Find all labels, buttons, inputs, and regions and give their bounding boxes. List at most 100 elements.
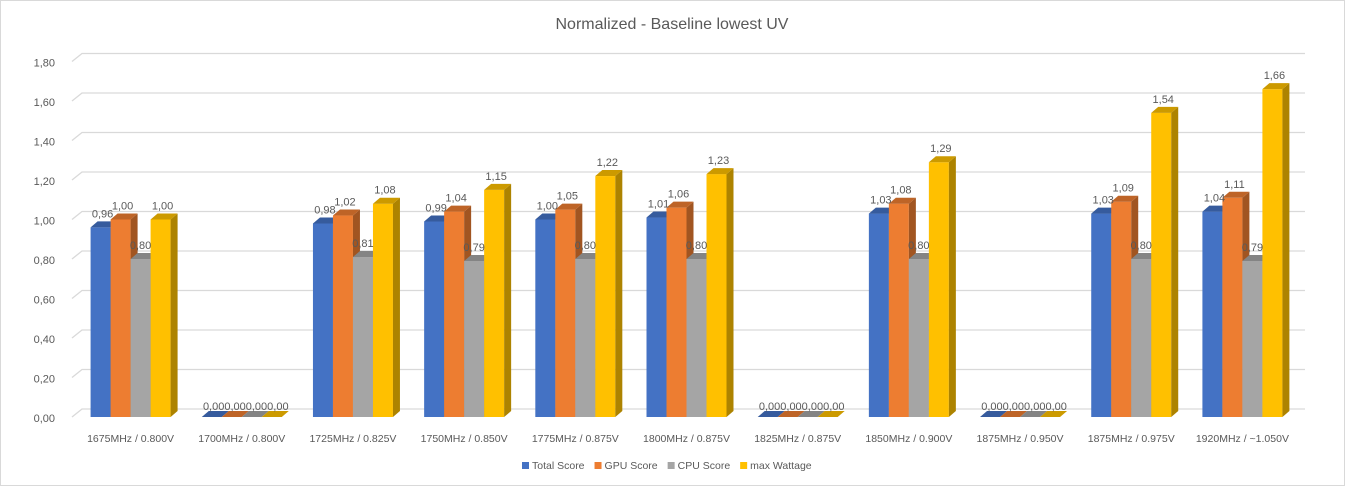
- bar-top: [444, 205, 472, 212]
- data-label: 1,08: [890, 185, 911, 197]
- y-tick-label: 1,20: [34, 176, 55, 188]
- bar-side: [615, 170, 623, 417]
- bar-top: [1222, 191, 1250, 198]
- data-label: 1,05: [557, 191, 578, 203]
- legend-swatch: [740, 462, 748, 469]
- bar: [1262, 89, 1283, 418]
- bar: [464, 260, 485, 417]
- bar-top: [1000, 411, 1028, 417]
- data-label: 0,80: [686, 240, 707, 252]
- y-tick-label: 1,60: [34, 97, 55, 109]
- bar: [888, 203, 909, 417]
- bar-top: [797, 411, 825, 417]
- bar-top: [757, 411, 785, 417]
- bar-side: [948, 156, 956, 417]
- x-tick-label: 1825MHz / 0.875V: [754, 433, 841, 445]
- data-label: 1,22: [597, 157, 618, 169]
- data-label: 0,000,000,000,00: [759, 401, 845, 413]
- chart-title: Normalized - Baseline lowest UV: [556, 16, 789, 33]
- x-tick-label: 1875MHz / 0.975V: [1088, 433, 1175, 445]
- legend-label: CPU Score: [678, 460, 731, 472]
- data-label: 1,00: [112, 201, 133, 213]
- data-label: 1,23: [708, 155, 729, 167]
- legend-label: GPU Score: [605, 460, 658, 472]
- bar-top: [221, 411, 249, 417]
- bar-side: [170, 213, 178, 417]
- data-label: 0,000,000,000,00: [203, 401, 289, 413]
- data-label: 0,99: [425, 202, 446, 214]
- bar-side: [1282, 83, 1290, 418]
- bar-top: [1020, 411, 1048, 417]
- bar-top: [1040, 411, 1068, 417]
- data-label: 1,54: [1153, 94, 1174, 106]
- legend-label: max Wattage: [750, 460, 812, 472]
- bar: [646, 217, 667, 417]
- legend-swatch: [522, 462, 529, 469]
- legend-swatch: [594, 462, 602, 469]
- x-tick-label: 1800MHz / 0.875V: [643, 433, 730, 445]
- bar: [1091, 213, 1112, 417]
- bar-top: [1151, 106, 1179, 113]
- data-label: 0,80: [908, 240, 929, 252]
- data-label: 1,66: [1264, 70, 1285, 82]
- bar-top: [372, 197, 400, 204]
- y-tick-label: 1,80: [34, 58, 55, 70]
- data-label: 1,08: [374, 185, 395, 197]
- x-tick-label: 1775MHz / 0.875V: [532, 433, 619, 445]
- bar-top: [150, 213, 178, 220]
- data-label: 1,02: [334, 197, 355, 209]
- bar: [1202, 211, 1223, 417]
- data-label: 0,80: [1131, 240, 1152, 252]
- data-label: 0,000,000,000,00: [981, 401, 1067, 413]
- data-label: 1,04: [1204, 193, 1225, 205]
- bar: [1151, 112, 1172, 417]
- bar-top: [595, 170, 623, 177]
- x-tick-label: 1725MHz / 0.825V: [309, 433, 396, 445]
- bar: [150, 219, 171, 417]
- bar-side: [504, 183, 512, 417]
- bar-side: [1171, 106, 1179, 417]
- y-tick-label: 1,40: [34, 137, 55, 149]
- bar-side: [726, 168, 734, 417]
- y-tick-label: 0,40: [34, 334, 55, 346]
- bar: [666, 207, 687, 417]
- legend-label: Total Score: [532, 460, 585, 472]
- bar-top: [928, 156, 956, 163]
- bar: [312, 223, 333, 417]
- data-label: 0,98: [314, 204, 335, 216]
- bar-top: [888, 197, 916, 204]
- data-label: 0,79: [463, 242, 484, 254]
- data-label: 1,03: [1093, 195, 1114, 207]
- bar-top: [201, 411, 229, 417]
- bar: [868, 213, 889, 417]
- bar-top: [1262, 83, 1290, 90]
- data-label: 0,80: [130, 240, 151, 252]
- data-label: 0,79: [1242, 242, 1263, 254]
- bar: [575, 259, 596, 417]
- data-label: 1,29: [930, 143, 951, 155]
- data-label: 1,15: [485, 171, 506, 183]
- bar: [372, 203, 393, 417]
- bar: [484, 189, 505, 417]
- x-tick-label: 1700MHz / 0.800V: [198, 433, 285, 445]
- bar-top: [706, 168, 734, 175]
- data-label: 1,00: [537, 201, 558, 213]
- y-tick-label: 0,20: [34, 374, 55, 386]
- data-label: 1,04: [445, 193, 466, 205]
- bar: [535, 219, 556, 417]
- data-label: 1,00: [152, 201, 173, 213]
- bar-top: [555, 203, 583, 210]
- bar-top: [241, 411, 269, 417]
- y-tick-label: 0,60: [34, 295, 55, 307]
- bar-top: [261, 411, 289, 417]
- x-tick-label: 1675MHz / 0.800V: [87, 433, 174, 445]
- bar-top: [777, 411, 805, 417]
- bar-top: [817, 411, 845, 417]
- gridline: [71, 92, 1305, 102]
- bar: [1131, 259, 1152, 417]
- gridline: [71, 131, 1305, 142]
- data-label: 1,03: [870, 195, 891, 207]
- bar: [352, 257, 373, 417]
- bar-top: [980, 411, 1008, 417]
